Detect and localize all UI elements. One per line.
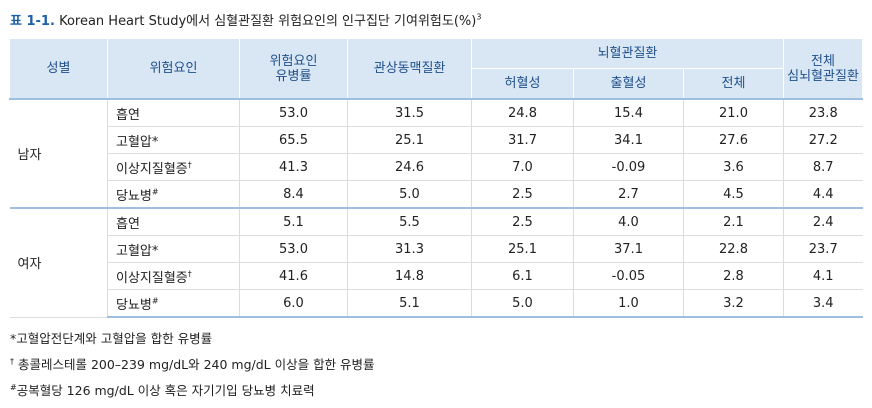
chd-cell: 14.8 xyxy=(347,262,472,290)
table-row: 고혈압* 65.5 25.1 31.7 34.1 27.6 27.2 xyxy=(10,126,863,154)
total-cell: 2.4 xyxy=(783,207,863,236)
table-row: 남자 흡연 53.0 31.5 24.8 15.4 21.0 23.8 xyxy=(9,98,863,209)
hemorrhagic-cell: 4.0 xyxy=(573,207,684,236)
factor-cell: 당뇨병# xyxy=(107,289,240,318)
ischemic-cell: 2.5 xyxy=(471,180,574,209)
prevalence-cell: 53.0 xyxy=(239,235,348,263)
table-title: 표 1-1. Korean Heart Study에서 심혈관질환 위험요인의 … xyxy=(10,10,481,29)
hemorrhagic-cell: 2.7 xyxy=(573,180,684,209)
table-number: 표 1-1. xyxy=(10,14,55,29)
prevalence-cell: 41.3 xyxy=(239,153,348,181)
hemorrhagic-cell: -0.09 xyxy=(573,153,684,181)
table-row: 이상지질혈증† 41.6 14.8 6.1 -0.05 2.8 4.1 xyxy=(10,262,863,290)
total-cell: 23.7 xyxy=(783,235,863,263)
table-row: 당뇨병# 8.4 5.0 2.5 2.7 4.5 4.4 xyxy=(10,180,863,209)
stroke-total-cell: 21.0 xyxy=(683,98,784,127)
ischemic-cell: 31.7 xyxy=(471,126,574,154)
prevalence-cell: 8.4 xyxy=(239,180,348,209)
header-ischemic: 허혈성 xyxy=(471,68,574,100)
factor-cell: 고혈압* xyxy=(107,235,240,263)
chd-cell: 24.6 xyxy=(347,153,472,181)
sex-cell: 여자 xyxy=(9,207,108,318)
title-reference: 3 xyxy=(476,12,482,22)
chd-cell: 25.1 xyxy=(347,126,472,154)
factor-cell: 이상지질혈증† xyxy=(107,262,240,290)
total-cell: 23.8 xyxy=(783,98,863,127)
factor-cell: 이상지질혈증† xyxy=(107,153,240,181)
stroke-total-cell: 2.8 xyxy=(683,262,784,290)
factor-cell: 흡연 xyxy=(107,207,240,236)
header-chd: 관상동맥질환 xyxy=(347,38,472,100)
footnote: † 총콜레스테롤 200–239 mg/dL와 240 mg/dL 이상을 합한… xyxy=(10,357,375,373)
table-row: 여자 흡연 5.1 5.5 2.5 4.0 2.1 2.4 xyxy=(9,207,863,318)
sex-cell: 남자 xyxy=(9,98,108,209)
prevalence-cell: 53.0 xyxy=(239,98,348,127)
ischemic-cell: 2.5 xyxy=(471,207,574,236)
chd-cell: 31.3 xyxy=(347,235,472,263)
table-row: 이상지질혈증† 41.3 24.6 7.0 -0.09 3.6 8.7 xyxy=(10,153,863,181)
prevalence-cell: 5.1 xyxy=(239,207,348,236)
chd-cell: 5.1 xyxy=(347,289,472,318)
chd-cell: 5.5 xyxy=(347,207,472,236)
risk-table: 성별 위험요인 위험요인 유병률 관상동맥질환 뇌혈관질환 전체 심뇌혈관질환 허혈… xyxy=(9,38,863,318)
header-stroke-total: 전체 xyxy=(683,68,784,100)
factor-cell: 흡연 xyxy=(107,98,240,127)
table-title-text: Korean Heart Study에서 심혈관질환 위험요인의 인구집단 기여… xyxy=(59,14,477,29)
hemorrhagic-cell: -0.05 xyxy=(573,262,684,290)
header-factor: 위험요인 xyxy=(107,38,240,100)
total-cell: 8.7 xyxy=(783,153,863,181)
ischemic-cell: 7.0 xyxy=(471,153,574,181)
table-row: 고혈압* 53.0 31.3 25.1 37.1 22.8 23.7 xyxy=(10,235,863,263)
chd-cell: 5.0 xyxy=(347,180,472,209)
header-prevalence: 위험요인 유병률 xyxy=(239,38,348,100)
prevalence-cell: 41.6 xyxy=(239,262,348,290)
stroke-total-cell: 3.2 xyxy=(683,289,784,318)
header-hemorrhagic: 출혈성 xyxy=(573,68,684,100)
table-body: 남자 흡연 53.0 31.5 24.8 15.4 21.0 23.8 고혈압* 65.5 25.1… xyxy=(9,98,863,318)
hemorrhagic-cell: 34.1 xyxy=(573,126,684,154)
factor-cell: 고혈압* xyxy=(107,126,240,154)
ischemic-cell: 6.1 xyxy=(471,262,574,290)
factor-cell: 당뇨병# xyxy=(107,180,240,209)
footnote: *고혈압전단계와 고혈압을 합한 유병률 xyxy=(10,331,213,346)
header-stroke: 뇌혈관질환 xyxy=(471,38,784,69)
ischemic-cell: 5.0 xyxy=(471,289,574,318)
ischemic-cell: 25.1 xyxy=(471,235,574,263)
stroke-total-cell: 2.1 xyxy=(683,207,784,236)
stroke-total-cell: 22.8 xyxy=(683,235,784,263)
hemorrhagic-cell: 15.4 xyxy=(573,98,684,127)
hemorrhagic-cell: 1.0 xyxy=(573,289,684,318)
total-cell: 4.1 xyxy=(783,262,863,290)
total-cell: 4.4 xyxy=(783,180,863,209)
total-cell: 27.2 xyxy=(783,126,863,154)
total-cell: 3.4 xyxy=(783,289,863,318)
header-sex: 성별 xyxy=(9,38,108,100)
header-total: 전체 심뇌혈관질환 xyxy=(783,38,863,100)
stroke-total-cell: 4.5 xyxy=(683,180,784,209)
prevalence-cell: 65.5 xyxy=(239,126,348,154)
chd-cell: 31.5 xyxy=(347,98,472,127)
footnote: #공복혈당 126 mg/dL 이상 혹은 자기기입 당뇨병 치료력 xyxy=(10,383,315,399)
table-row: 당뇨병# 6.0 5.1 5.0 1.0 3.2 3.4 xyxy=(10,289,863,318)
prevalence-cell: 6.0 xyxy=(239,289,348,318)
stroke-total-cell: 3.6 xyxy=(683,153,784,181)
hemorrhagic-cell: 37.1 xyxy=(573,235,684,263)
footnotes: *고혈압전단계와 고혈압을 합한 유병률 † 총콜레스테롤 200–239 mg… xyxy=(10,327,375,402)
ischemic-cell: 24.8 xyxy=(471,98,574,127)
stroke-total-cell: 27.6 xyxy=(683,126,784,154)
